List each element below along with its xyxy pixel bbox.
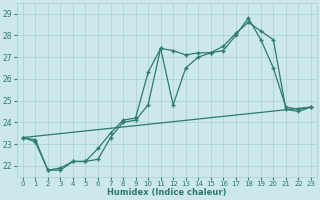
X-axis label: Humidex (Indice chaleur): Humidex (Indice chaleur)	[107, 188, 227, 197]
